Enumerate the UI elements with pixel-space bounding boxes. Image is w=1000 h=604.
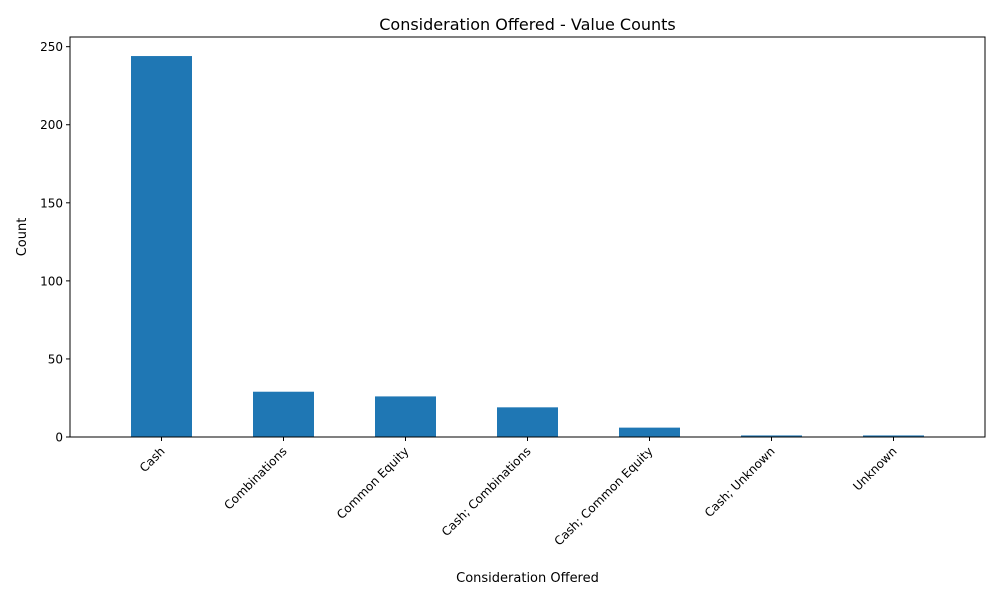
y-tick-label: 200 — [40, 118, 63, 132]
x-tick-label: Common Equity — [334, 444, 412, 522]
x-tick-label: Unknown — [850, 444, 899, 493]
bar — [131, 56, 192, 438]
x-axis-ticks: Cash Combinations Common Equity Cash; Combi… — [137, 437, 900, 548]
x-tick-label: Cash; Unknown — [702, 444, 778, 520]
bars-group — [131, 56, 924, 438]
bar — [619, 427, 680, 437]
bar — [375, 396, 436, 437]
x-tick-label: Combinations — [221, 444, 289, 512]
plot-frame — [69, 36, 986, 438]
bar — [253, 391, 314, 437]
x-tick-label: Cash; Combinations — [439, 444, 534, 539]
y-tick-label: 50 — [48, 352, 63, 366]
y-axis-ticks: 0 50 100 150 200 250 — [40, 40, 70, 445]
bar — [863, 435, 924, 437]
bar — [497, 407, 558, 437]
y-tick-label: 150 — [40, 196, 63, 210]
y-tick-label: 250 — [40, 40, 63, 54]
y-tick-label: 100 — [40, 274, 63, 288]
y-tick-label: 0 — [55, 431, 63, 445]
chart-title: Consideration Offered - Value Counts — [379, 15, 676, 34]
x-tick-label: Cash; Common Equity — [551, 444, 655, 548]
bar — [741, 435, 802, 437]
x-tick-label: Cash — [137, 444, 168, 475]
x-axis-label: Consideration Offered — [456, 571, 599, 586]
y-axis-label: Count — [15, 218, 30, 257]
